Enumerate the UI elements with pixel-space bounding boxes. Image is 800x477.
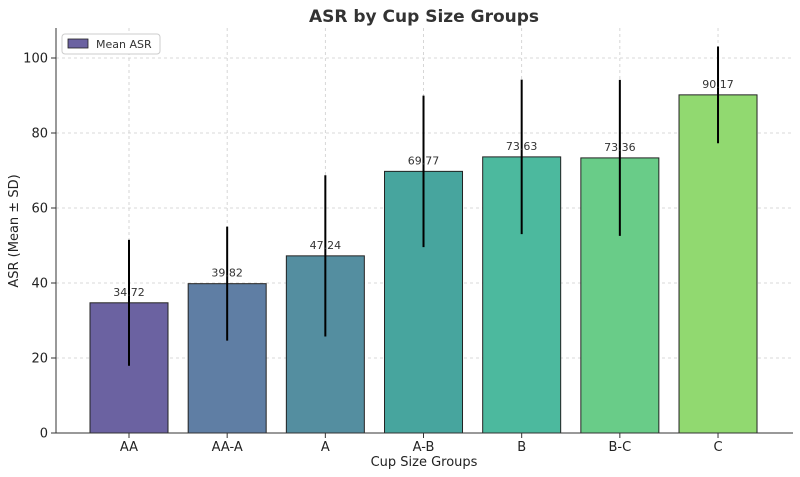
value-label: 90.17 bbox=[702, 78, 734, 91]
value-label: 39.82 bbox=[211, 267, 243, 280]
axes-layer: 0 20 40 60 80 100 AA AA-A A A-B B B-C C bbox=[23, 28, 793, 455]
x-axis-label: Cup Size Groups bbox=[371, 455, 478, 470]
x-tick-label: B-C bbox=[609, 440, 632, 455]
legend-label: Mean ASR bbox=[96, 38, 152, 51]
legend: Mean ASR bbox=[61, 33, 161, 55]
y-tick-label: 80 bbox=[31, 127, 48, 142]
bars-layer: 34.72 39.82 47.24 69.77 73.63 73.36 90.17 bbox=[89, 46, 758, 434]
x-tick-label: A-B bbox=[413, 440, 435, 455]
x-tick-label: A bbox=[321, 440, 330, 455]
value-label: 47.24 bbox=[310, 239, 342, 252]
legend-swatch bbox=[67, 38, 89, 49]
bar-c bbox=[678, 94, 758, 434]
y-tick-label: 20 bbox=[31, 352, 48, 367]
value-label: 73.36 bbox=[604, 141, 636, 154]
value-label: 73.63 bbox=[506, 140, 538, 153]
y-tick-label: 100 bbox=[23, 52, 48, 67]
value-label: 69.77 bbox=[408, 154, 440, 167]
x-tick-label: AA bbox=[120, 440, 138, 455]
x-tick-label: AA-A bbox=[212, 440, 243, 455]
y-tick-label: 40 bbox=[31, 277, 48, 292]
y-tick-label: 0 bbox=[40, 427, 48, 442]
value-label: 34.72 bbox=[113, 286, 145, 299]
y-axis-label: ASR (Mean ± SD) bbox=[7, 174, 22, 287]
y-tick-label: 60 bbox=[31, 202, 48, 217]
x-tick-label: B bbox=[517, 440, 526, 455]
chart-title: ASR by Cup Size Groups bbox=[309, 7, 539, 27]
x-tick-label: C bbox=[713, 440, 722, 455]
